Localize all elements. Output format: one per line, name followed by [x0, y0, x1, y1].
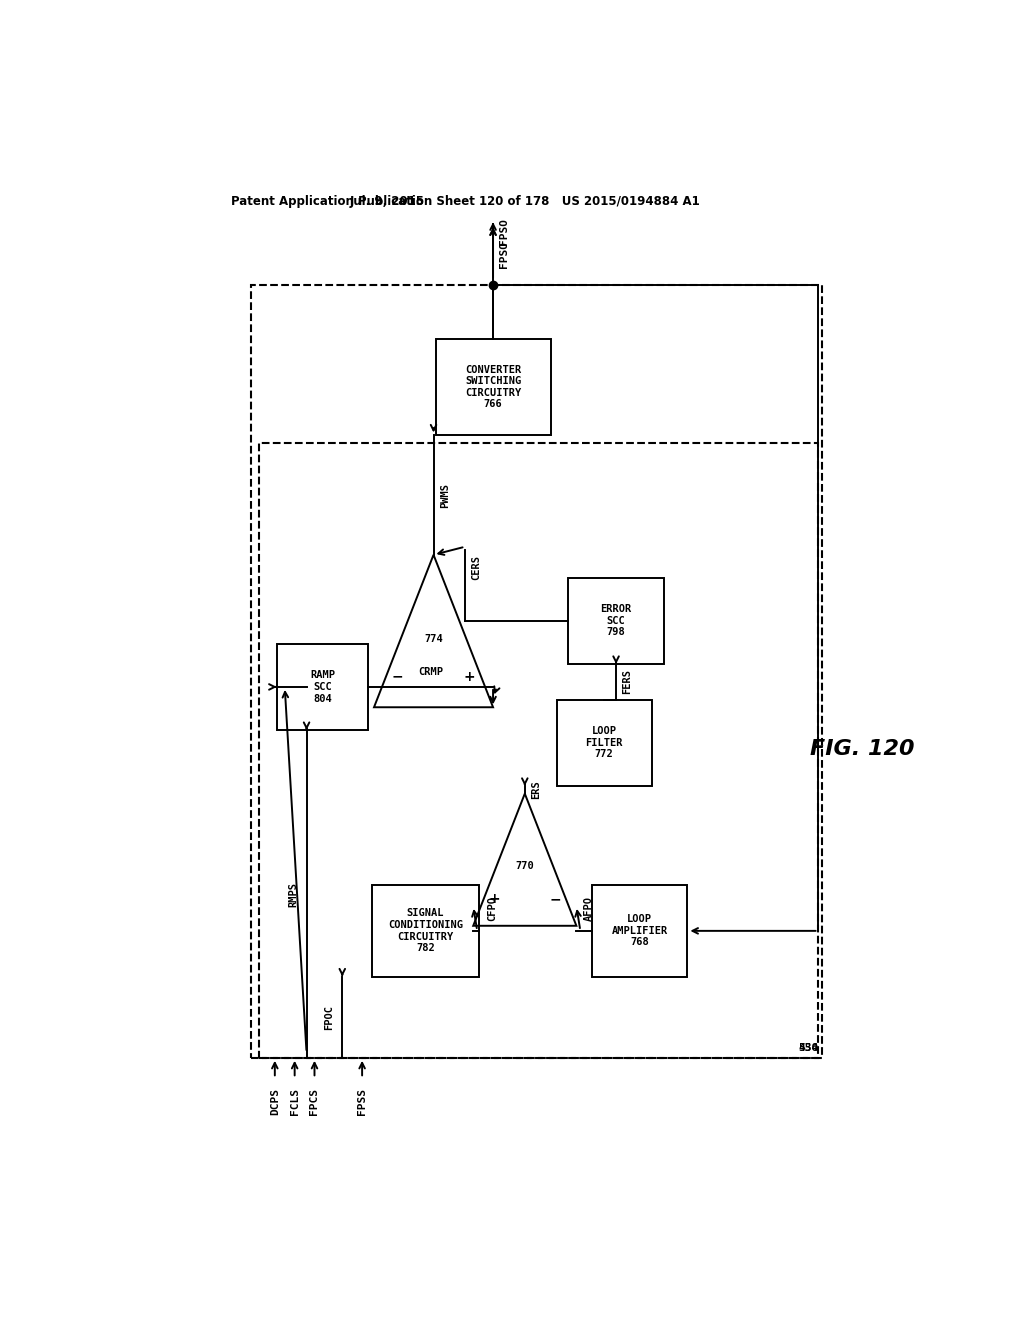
Text: FPOC: FPOC	[325, 1005, 334, 1030]
Text: DCPS: DCPS	[269, 1089, 280, 1115]
Text: FERS: FERS	[623, 669, 633, 694]
Text: Jul. 9, 2015   Sheet 120 of 178   US 2015/0194884 A1: Jul. 9, 2015 Sheet 120 of 178 US 2015/01…	[349, 194, 700, 207]
Text: AFPO: AFPO	[585, 896, 594, 921]
Text: 774: 774	[424, 634, 443, 644]
Text: CERS: CERS	[472, 554, 481, 579]
Text: ERROR
SCC
798: ERROR SCC 798	[600, 605, 632, 638]
Bar	[592, 886, 687, 977]
Text: +: +	[488, 892, 500, 907]
Text: FIG. 120: FIG. 120	[810, 739, 914, 759]
Bar	[372, 886, 479, 977]
Text: 770: 770	[515, 862, 535, 871]
Text: CRMP: CRMP	[418, 667, 443, 677]
Bar	[276, 644, 368, 730]
Text: Patent Application Publication: Patent Application Publication	[231, 194, 432, 207]
Text: +: +	[464, 669, 475, 684]
Text: PWMS: PWMS	[440, 483, 450, 508]
Text: FPCS: FPCS	[309, 1089, 319, 1115]
Text: FPSO: FPSO	[500, 218, 509, 246]
Text: CONVERTER
SWITCHING
CIRCUITRY
766: CONVERTER SWITCHING CIRCUITRY 766	[465, 364, 521, 409]
Bar	[435, 339, 551, 436]
Text: RAMP
SCC
804: RAMP SCC 804	[310, 671, 335, 704]
Bar	[251, 285, 822, 1057]
Bar	[568, 578, 664, 664]
Text: FPSS: FPSS	[357, 1089, 368, 1115]
Bar	[259, 444, 818, 1057]
Bar	[557, 700, 652, 785]
Text: FCLS: FCLS	[290, 1089, 300, 1115]
Text: SIGNAL
CONDITIONING
CIRCUITRY
782: SIGNAL CONDITIONING CIRCUITRY 782	[388, 908, 463, 953]
Text: CFPO: CFPO	[487, 896, 497, 921]
Text: −: −	[550, 892, 561, 907]
Text: LOOP
FILTER
772: LOOP FILTER 772	[586, 726, 623, 759]
Text: 534: 534	[798, 1043, 818, 1053]
Text: RMPS: RMPS	[289, 882, 299, 907]
Text: FPSO: FPSO	[500, 242, 509, 268]
Text: ERS: ERS	[531, 780, 541, 799]
Text: 450: 450	[798, 1043, 818, 1053]
Text: −: −	[392, 669, 403, 684]
Text: LOOP
AMPLIFIER
768: LOOP AMPLIFIER 768	[611, 915, 668, 948]
